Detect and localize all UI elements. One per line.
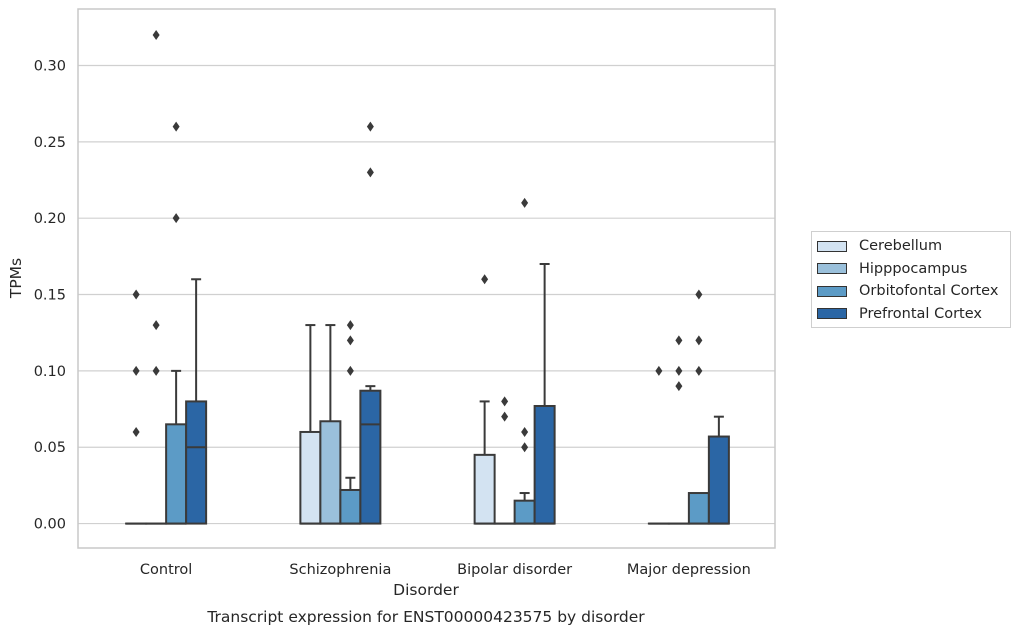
legend-label: Orbitofontal Cortex — [859, 283, 998, 299]
legend: Cerebellum Hipppocampus Orbitofontal Corte… — [811, 231, 1011, 328]
y-tick-label: 0.00 — [34, 517, 66, 533]
y-axis-title: TPMs — [7, 258, 25, 299]
legend-item: Orbitofontal Cortex — [812, 280, 1010, 303]
box — [320, 421, 340, 523]
outlier-point — [655, 366, 662, 376]
legend-item: Cerebellum — [812, 235, 1010, 258]
outlier-point — [695, 335, 702, 345]
box — [709, 437, 729, 524]
outlier-point — [173, 213, 180, 223]
y-tick-label: 0.30 — [34, 58, 66, 74]
x-tick-label: Control — [140, 562, 192, 578]
outlier-point — [675, 335, 682, 345]
box — [535, 406, 555, 524]
legend-item: Prefrontal Cortex — [812, 303, 1010, 326]
x-axis-title: Disorder — [393, 581, 459, 599]
outlier-point — [521, 198, 528, 208]
legend-swatch — [817, 263, 847, 274]
box-group — [340, 320, 360, 523]
x-tick-label: Bipolar disorder — [457, 562, 572, 578]
box — [515, 501, 535, 524]
box-group — [186, 279, 206, 523]
outlier-point — [173, 122, 180, 132]
box — [360, 391, 380, 524]
box-group — [709, 417, 729, 524]
box — [186, 401, 206, 523]
box — [300, 432, 320, 524]
y-tick-label: 0.25 — [34, 135, 66, 151]
box — [340, 490, 360, 524]
box — [689, 493, 709, 524]
box-group — [320, 325, 340, 523]
box-group — [495, 396, 515, 523]
outlier-point — [367, 167, 374, 177]
outlier-point — [133, 290, 140, 300]
box — [166, 424, 186, 523]
outlier-point — [153, 30, 160, 40]
outlier-point — [153, 366, 160, 376]
outlier-point — [501, 412, 508, 422]
outlier-point — [675, 366, 682, 376]
outlier-point — [695, 366, 702, 376]
outlier-point — [133, 427, 140, 437]
box-group — [535, 264, 555, 524]
outlier-point — [675, 381, 682, 391]
box-group — [126, 290, 146, 524]
chart-caption: Transcript expression for ENST0000042357… — [206, 608, 645, 626]
legend-item: Hipppocampus — [812, 258, 1010, 281]
box-group — [689, 290, 709, 524]
y-tick-label: 0.10 — [34, 364, 66, 380]
box-group — [669, 335, 689, 523]
box-group — [649, 366, 669, 524]
outlier-point — [347, 320, 354, 330]
legend-swatch — [817, 241, 847, 252]
legend-label: Hipppocampus — [859, 261, 967, 277]
outlier-point — [521, 442, 528, 452]
box-group — [300, 325, 320, 523]
y-tick-label: 0.20 — [34, 211, 66, 227]
outlier-point — [367, 122, 374, 132]
y-tick-label: 0.05 — [34, 440, 66, 456]
outlier-point — [347, 335, 354, 345]
outlier-point — [501, 396, 508, 406]
box-group — [146, 30, 166, 524]
box-group — [475, 274, 495, 523]
box-group — [166, 122, 186, 524]
legend-label: Cerebellum — [859, 238, 942, 254]
outlier-point — [347, 366, 354, 376]
legend-swatch — [817, 308, 847, 319]
y-tick-label: 0.15 — [34, 288, 66, 304]
box-group — [515, 198, 535, 524]
outlier-point — [521, 427, 528, 437]
x-tick-label: Major depression — [627, 562, 751, 578]
outlier-point — [695, 290, 702, 300]
box — [475, 455, 495, 524]
outlier-point — [153, 320, 160, 330]
x-tick-label: Schizophrenia — [289, 562, 391, 578]
box-group — [360, 122, 380, 524]
outlier-point — [133, 366, 140, 376]
legend-label: Prefrontal Cortex — [859, 306, 982, 322]
legend-swatch — [817, 286, 847, 297]
outlier-point — [481, 274, 488, 284]
